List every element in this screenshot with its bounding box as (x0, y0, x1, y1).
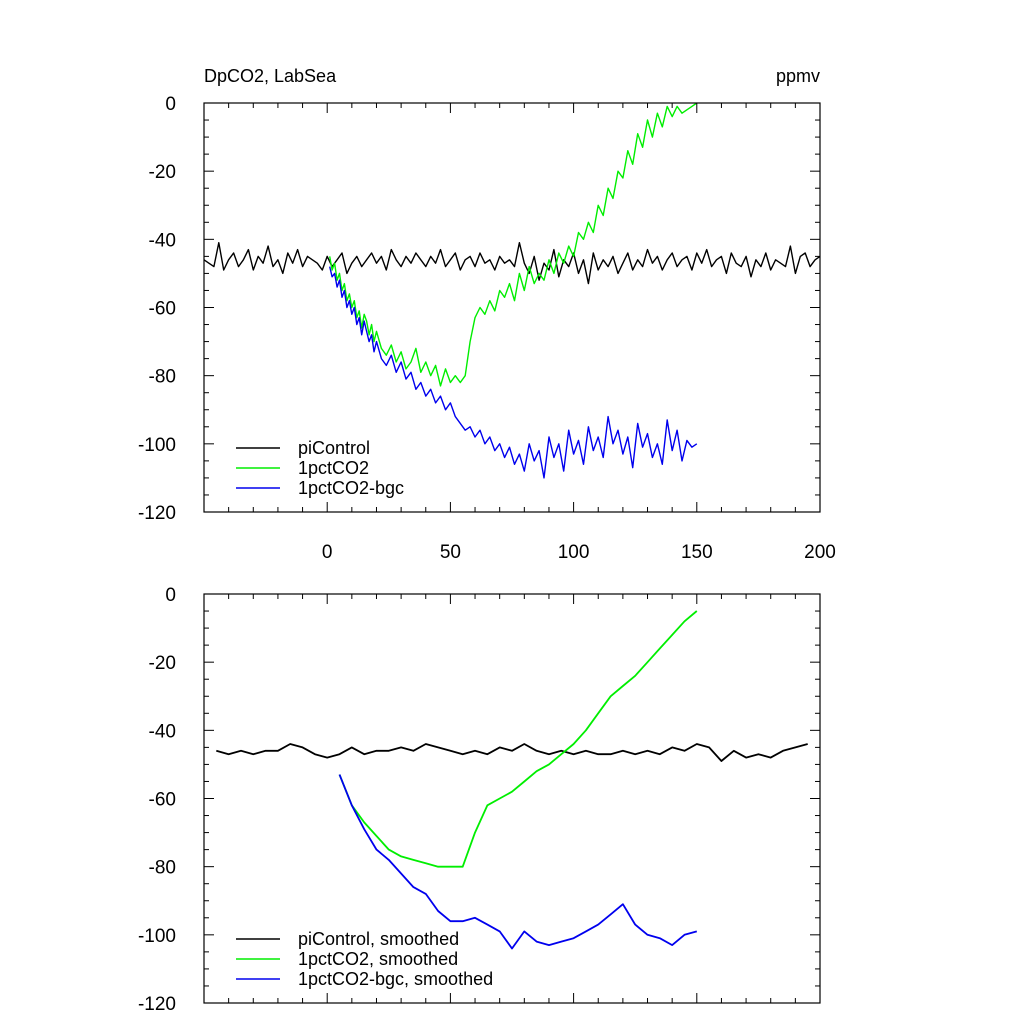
legend-label: 1pctCO2 (298, 458, 369, 478)
y-tick-label: -120 (138, 994, 176, 1015)
y-tick-label: -20 (149, 162, 176, 183)
y-tick-label: -100 (138, 435, 176, 456)
bottom-panel: 0 -20 -40 -60 -80 -100 -120 piControl, smoothe… (138, 585, 821, 1015)
x-tick-label: 0 (322, 542, 333, 563)
x-tick-label: 100 (558, 542, 590, 563)
y-tick-label: -40 (149, 230, 176, 251)
y-tick-label: -100 (138, 926, 176, 947)
plot-frame (203, 593, 821, 1004)
y-tick-label: -60 (149, 299, 176, 320)
legend-label: piControl, smoothed (298, 929, 459, 949)
y-tick-label: 0 (165, 585, 176, 606)
legend-label: 1pctCO2-bgc (298, 478, 404, 498)
y-tick-label: -120 (138, 503, 176, 524)
y-tick-label: -40 (149, 721, 176, 742)
series-line-2 (338, 774, 698, 950)
x-tick-label: 50 (440, 542, 461, 563)
legend-label: 1pctCO2-bgc, smoothed (298, 969, 493, 989)
series-line-1 (338, 610, 698, 868)
series-line-1 (329, 102, 698, 387)
y-tick-label: -60 (149, 790, 176, 811)
plot-frame (203, 102, 821, 513)
x-tick-label: 150 (681, 542, 713, 563)
y-tick-label: -20 (149, 653, 176, 674)
top-panel: DpCO2, LabSea ppmv 0 -20 -40 -60 -80 -100 -120… (138, 66, 836, 563)
y-tick-label: -80 (149, 367, 176, 388)
series-line-0 (203, 241, 821, 285)
x-tick-label: 200 (804, 542, 836, 563)
legend-label: piControl (298, 438, 370, 458)
y-tick-label: 0 (165, 94, 176, 115)
series-line-0 (216, 743, 808, 762)
series-line-2 (329, 266, 698, 479)
legend-label: 1pctCO2, smoothed (298, 949, 458, 969)
units-label: ppmv (776, 66, 820, 86)
chart-title: DpCO2, LabSea (204, 66, 337, 86)
y-tick-label: -80 (149, 858, 176, 879)
